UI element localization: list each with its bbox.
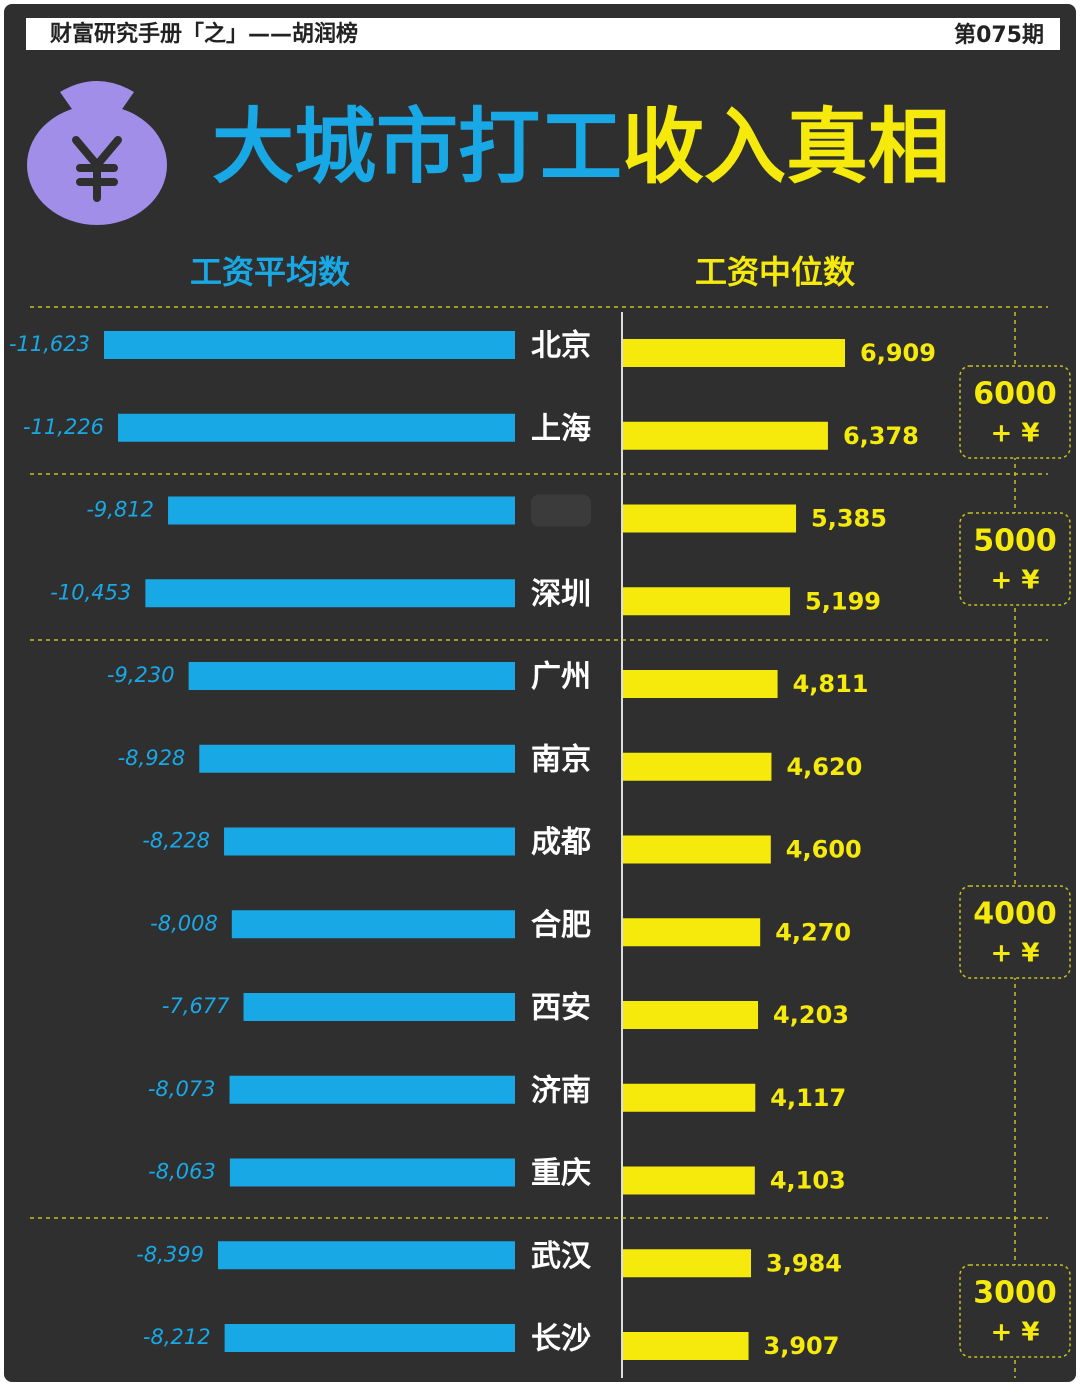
value-label: 6,378 <box>843 422 919 450</box>
value-label: 4,103 <box>770 1167 846 1195</box>
bar <box>623 752 772 781</box>
tier-suffix: + ¥ <box>991 939 1040 969</box>
tier-label: 3000 <box>973 1276 1057 1311</box>
category-label: 成都 <box>531 825 591 860</box>
bar <box>224 1324 516 1352</box>
value-label: -8,399 <box>136 1242 204 1266</box>
bar <box>243 993 516 1021</box>
tier-box <box>959 512 1071 606</box>
value-label: -8,212 <box>143 1325 211 1349</box>
title-part: 大城市打工 <box>212 100 622 195</box>
value-label: -8,228 <box>142 829 210 853</box>
value-label: -8,073 <box>148 1077 216 1101</box>
bar <box>168 496 515 525</box>
bar <box>218 1241 516 1270</box>
value-label: 3,984 <box>766 1249 842 1277</box>
value-label: 4,203 <box>773 1001 849 1029</box>
bar <box>623 835 771 864</box>
value-label: -9,812 <box>86 498 154 522</box>
bar <box>229 1158 515 1187</box>
category-label: 长沙 <box>531 1322 591 1357</box>
value-label: 6,909 <box>860 339 936 367</box>
value-label: -11,623 <box>9 332 90 356</box>
series-header: 工资平均数 <box>190 253 351 291</box>
bar <box>104 331 515 359</box>
category-label: 西安 <box>531 991 591 1026</box>
value-label: 4,620 <box>786 753 862 781</box>
value-label: 4,811 <box>793 670 869 698</box>
value-label: 5,199 <box>805 587 881 615</box>
bar <box>623 1083 756 1112</box>
bar <box>623 1001 759 1029</box>
tier-box <box>959 885 1071 979</box>
series-header: 工资中位数 <box>695 253 856 291</box>
tier-box <box>959 1264 1071 1358</box>
bar <box>623 587 791 616</box>
value-label: 4,117 <box>770 1084 846 1112</box>
blurred-label <box>531 494 591 527</box>
value-label: -8,063 <box>148 1160 216 1184</box>
category-label: 南京 <box>531 742 591 777</box>
value-label: 4,270 <box>775 918 851 946</box>
bar <box>224 827 515 856</box>
bar <box>623 339 845 367</box>
header-title: 财富研究手册「之」——胡润榜 <box>50 21 358 47</box>
value-label: -10,453 <box>50 580 131 604</box>
bar <box>623 421 828 450</box>
value-label: -11,226 <box>23 415 104 439</box>
title-part: 收入真相 <box>622 100 950 195</box>
money-bag-icon <box>27 81 167 225</box>
value-label: -7,677 <box>162 994 230 1018</box>
category-label: 上海 <box>531 411 591 446</box>
value-label: 4,600 <box>786 836 862 864</box>
bar <box>188 662 515 690</box>
tier-suffix: + ¥ <box>991 566 1040 596</box>
tier-label: 6000 <box>973 377 1057 412</box>
header-issue: 第075期 <box>954 22 1044 48</box>
bar <box>145 579 515 608</box>
category-label: 深圳 <box>531 577 591 612</box>
tier-label: 4000 <box>973 897 1057 932</box>
bar <box>623 670 778 698</box>
header-bar <box>26 18 1060 50</box>
chart-title: 大城市打工收入真相 <box>212 100 950 195</box>
bar <box>229 1075 515 1104</box>
category-label: 武汉 <box>531 1239 592 1274</box>
value-label: -8,928 <box>118 746 186 770</box>
value-label: -8,008 <box>150 911 218 935</box>
bar <box>623 504 797 533</box>
category-label: 济南 <box>531 1073 591 1108</box>
bar <box>199 744 516 773</box>
category-label: 北京 <box>531 329 591 364</box>
tier-box <box>959 365 1071 459</box>
category-label: 重庆 <box>531 1156 591 1191</box>
value-label: 3,907 <box>764 1332 840 1360</box>
bar <box>623 1166 755 1195</box>
category-label: 广州 <box>531 660 591 695</box>
separators <box>30 306 1048 1219</box>
bar <box>231 910 516 939</box>
category-label: 合肥 <box>531 908 591 943</box>
bar <box>623 1249 752 1278</box>
value-label: 5,385 <box>811 505 887 533</box>
value-label: -9,230 <box>107 663 175 687</box>
bar <box>623 1332 749 1360</box>
tier-suffix: + ¥ <box>991 1318 1040 1348</box>
tier-label: 5000 <box>973 524 1057 559</box>
tier-suffix: + ¥ <box>991 419 1040 449</box>
bar <box>623 918 761 947</box>
bar <box>118 413 516 442</box>
